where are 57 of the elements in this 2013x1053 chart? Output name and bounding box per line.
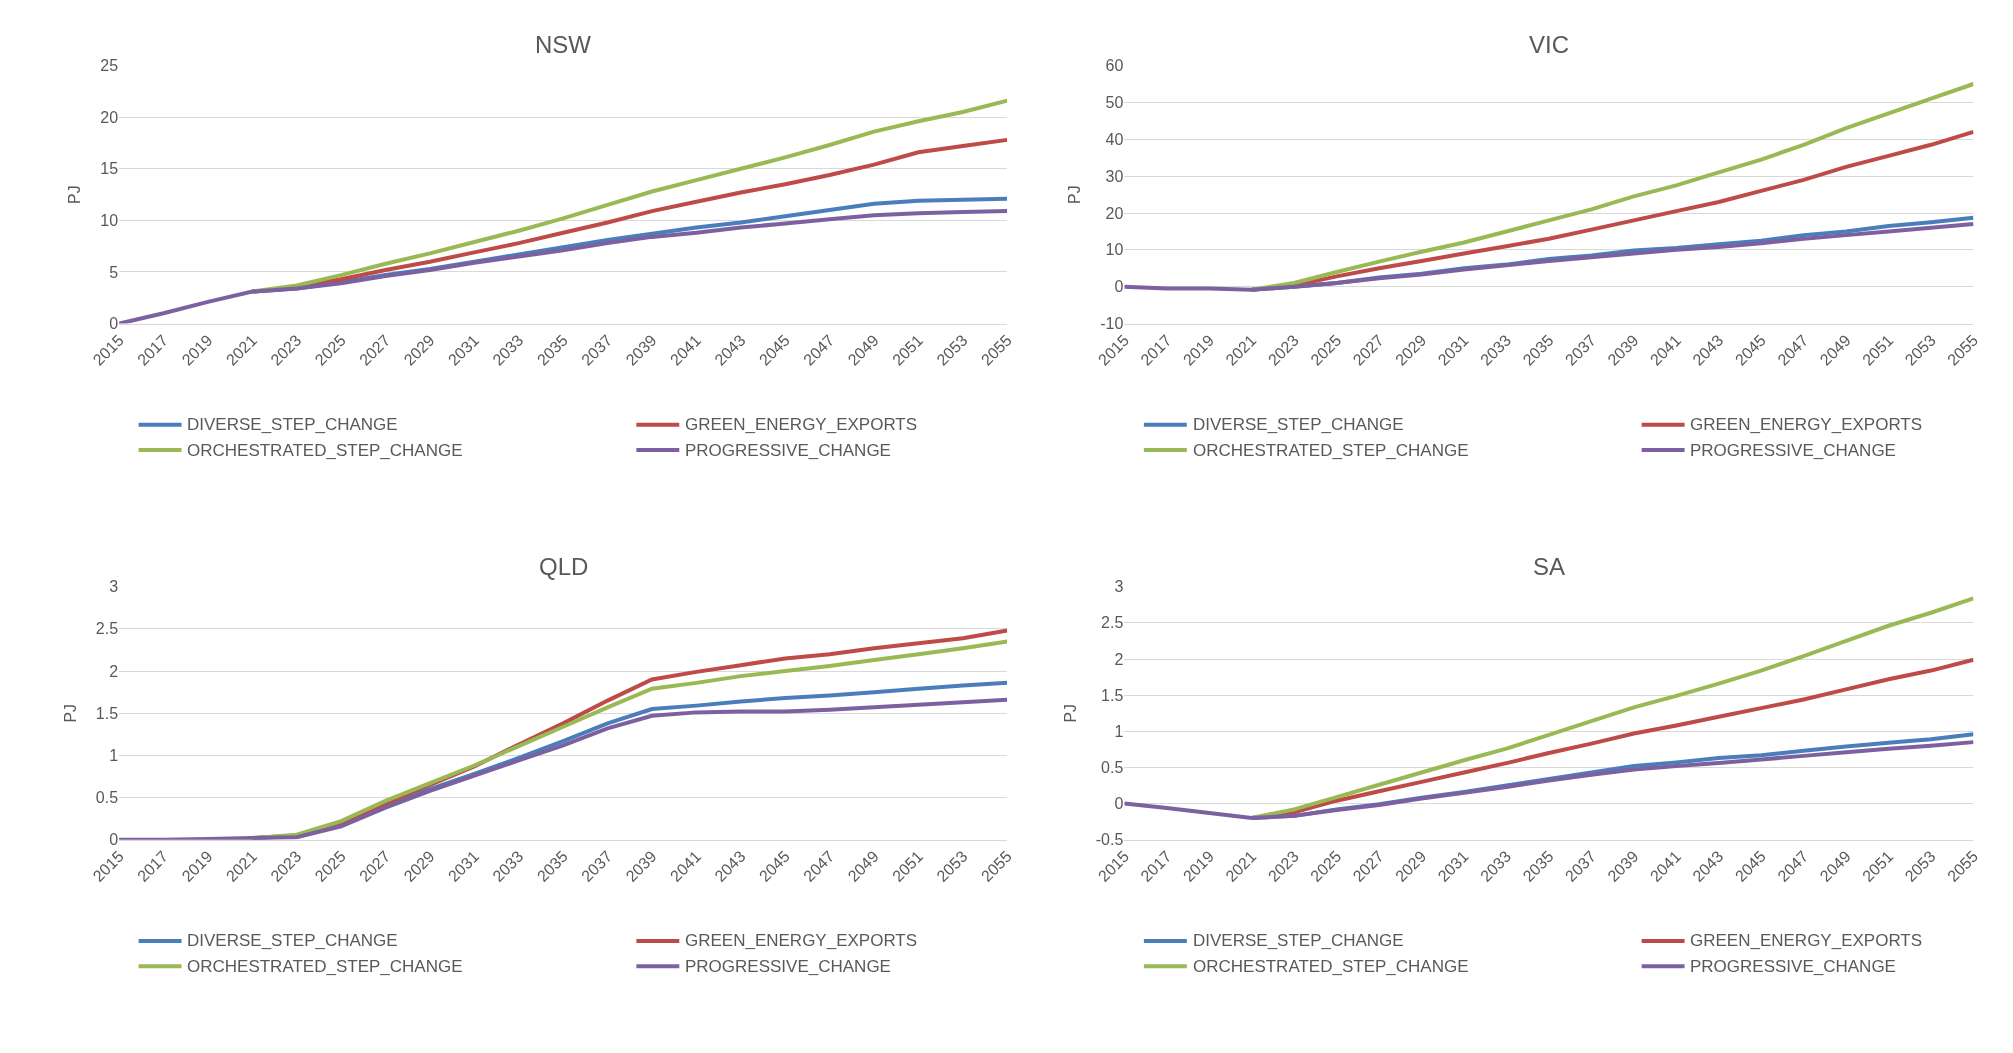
legend-label: ORCHESTRATED_STEP_CHANGE [1193, 441, 1469, 460]
line-series [1124, 222, 1974, 292]
legend-label: PROGRESSIVE_CHANGE [1690, 441, 1896, 460]
y-axis-title: PJ [1061, 703, 1079, 723]
y-tick-label: 20 [100, 108, 119, 126]
y-axis-title: PJ [61, 703, 79, 723]
y-tick-label: 0.5 [95, 789, 119, 807]
chart-title: VIC [1529, 31, 1570, 58]
y-tick-label: 40 [1105, 130, 1124, 148]
legend-label: PROGRESSIVE_CHANGE [685, 441, 891, 460]
legend-label: DIVERSE_STEP_CHANGE [187, 415, 398, 434]
y-tick-label: -10 [1100, 315, 1124, 333]
y-tick-label: 0 [1114, 795, 1124, 813]
y-tick-label: 2 [109, 662, 119, 680]
legend-label: GREEN_ENERGY_EXPORTS [1690, 931, 1923, 950]
legend-label: GREEN_ENERGY_EXPORTS [1690, 415, 1923, 434]
y-tick-label: 0 [1114, 278, 1124, 296]
legend-label: GREEN_ENERGY_EXPORTS [685, 415, 918, 434]
y-tick-label: 2 [1114, 650, 1124, 668]
y-tick-label: 10 [1105, 241, 1124, 259]
y-tick-label: -0.5 [1095, 831, 1124, 849]
legend-label: DIVERSE_STEP_CHANGE [187, 931, 398, 950]
y-tick-label: 2.5 [95, 620, 119, 638]
y-tick-label: 0 [109, 315, 119, 333]
y-tick-label: 1.5 [95, 704, 119, 722]
y-tick-label: 25 [100, 57, 119, 75]
chart-title: QLD [539, 553, 589, 580]
legend-label: PROGRESSIVE_CHANGE [1690, 957, 1896, 976]
y-tick-label: 60 [1105, 57, 1124, 75]
y-tick-label: 50 [1105, 94, 1124, 112]
chart-title: SA [1533, 553, 1566, 580]
y-axis-title: PJ [66, 185, 84, 204]
y-tick-label: 10 [100, 211, 119, 229]
y-tick-label: 3 [1114, 578, 1124, 596]
line-series [1124, 740, 1974, 821]
y-tick-label: 5 [109, 263, 119, 281]
y-tick-label: 1 [1114, 722, 1124, 740]
y-tick-label: 1 [109, 746, 119, 764]
legend-label: PROGRESSIVE_CHANGE [685, 957, 891, 976]
y-axis-title: PJ [1066, 185, 1084, 204]
legend-label: DIVERSE_STEP_CHANGE [1193, 931, 1404, 950]
y-tick-label: 15 [100, 160, 119, 178]
chart-title: NSW [535, 31, 592, 58]
y-tick-label: 30 [1105, 167, 1124, 185]
y-tick-label: 0 [109, 831, 119, 849]
legend-label: GREEN_ENERGY_EXPORTS [685, 931, 918, 950]
y-tick-label: 1.5 [1101, 686, 1124, 704]
legend-label: DIVERSE_STEP_CHANGE [1193, 415, 1404, 434]
y-tick-label: 0.5 [1101, 759, 1124, 777]
legend-label: ORCHESTRATED_STEP_CHANGE [187, 957, 463, 976]
line-series [119, 697, 1008, 840]
y-tick-label: 20 [1105, 204, 1124, 222]
legend-label: ORCHESTRATED_STEP_CHANGE [187, 441, 463, 460]
legend-label: ORCHESTRATED_STEP_CHANGE [1193, 957, 1469, 976]
line-series [119, 209, 1008, 324]
y-tick-label: 2.5 [1101, 614, 1124, 632]
y-tick-label: 3 [109, 578, 119, 596]
